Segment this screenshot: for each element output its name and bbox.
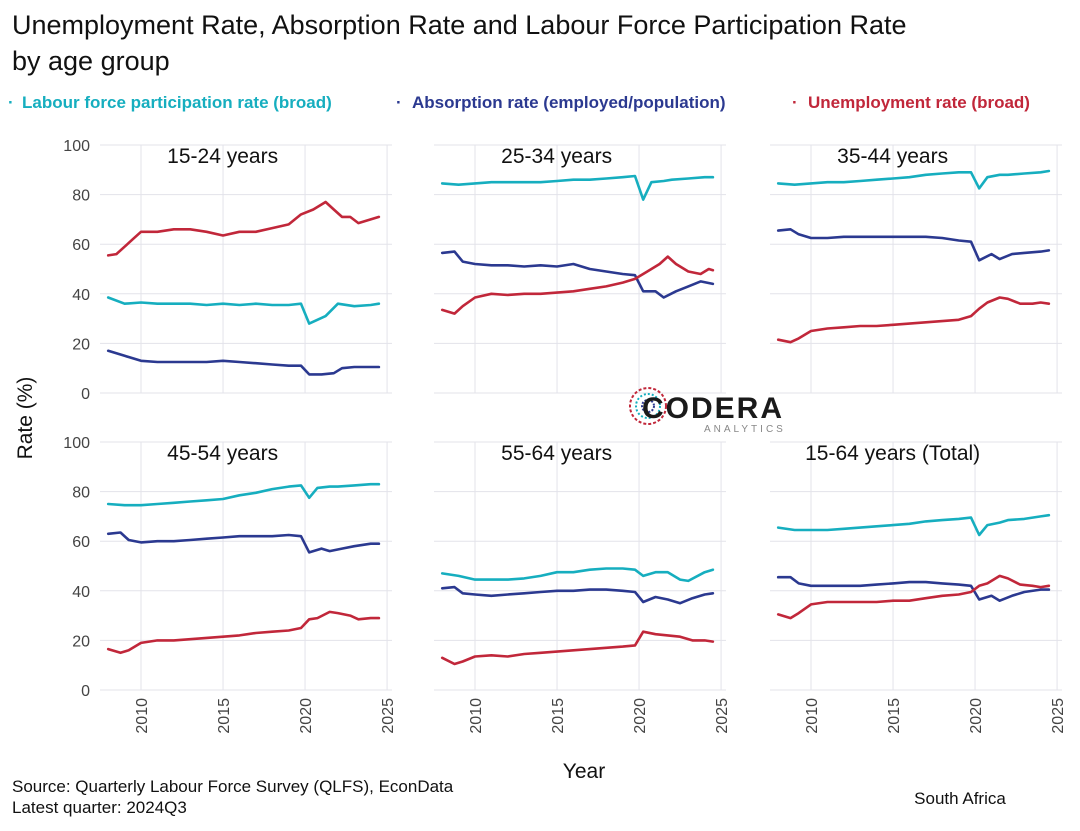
series-line [776,296,1051,344]
y-tick-label: 80 [72,485,90,502]
y-tick-label: 40 [72,584,90,601]
x-tick-label: 2020 [632,698,649,734]
facet-title: 55-64 years [501,442,612,465]
series-line [106,531,381,554]
facet-panel-1: 15-24 years 0 20 40 60 80 100 [63,138,392,403]
series-line [776,513,1051,537]
series-line [440,585,715,605]
series-line [440,630,715,666]
x-tick-label: 2020 [968,698,985,734]
x-tick-label: 2020 [298,698,315,734]
logo-subtext: ANALYTICS [704,424,786,435]
x-tick-label: 2015 [216,698,233,734]
series-line [776,574,1051,620]
facet-title: 45-54 years [167,442,278,465]
series-line [440,250,715,299]
legend-label-unemployment: Unemployment rate (broad) [808,93,1030,112]
chart-title-line2: by age group [12,46,170,76]
facet-panel-3: 35-44 years [770,144,1062,394]
x-tick-label: 2015 [550,698,567,734]
caption-country: South Africa [914,789,1006,808]
series-line [106,200,381,257]
legend-label-lfpr: Labour force participation rate (broad) [22,93,332,112]
facet-panel-4: 45-54 years 0 20 40 60 80 100 2010 2015 2020 2025 [63,435,397,734]
series-line [106,482,381,507]
y-tick-label: 60 [72,237,90,254]
series-line [776,169,1051,190]
series-line [776,575,1051,602]
series-line [106,349,381,376]
legend: · Labour force participation rate (broad… [8,93,1030,112]
y-tick-label: 60 [72,534,90,551]
y-tick-label: 100 [63,435,90,452]
series-line [776,228,1051,262]
y-tick-label: 100 [63,138,90,155]
series-line [440,174,715,201]
x-tick-label: 2025 [714,698,731,734]
x-tick-label: 2010 [804,698,821,734]
facet-title: 15-64 years (Total) [805,442,980,465]
x-tick-label: 2010 [134,698,151,734]
caption-source: Source: Quarterly Labour Force Survey (Q… [12,777,454,796]
y-tick-label: 20 [72,336,90,353]
facet-panels: 15-24 years 0 20 40 60 80 100 25-34 years 35-44 … [63,138,1067,734]
x-axis-title: Year [563,760,605,783]
y-tick-label: 40 [72,287,90,304]
y-tick-label: 0 [81,683,90,700]
legend-dot-absorption: · [396,93,402,112]
codera-logo-icon [629,387,667,425]
y-axis-title: Rate (%) [14,377,37,460]
facet-title: 15-24 years [167,145,278,168]
series-line [106,296,381,325]
x-tick-label: 2025 [1050,698,1067,734]
codera-logo: CODERA ANALYTICS [629,387,786,435]
y-tick-label: 80 [72,188,90,205]
x-tick-label: 2015 [886,698,903,734]
facet-title: 25-34 years [501,145,612,168]
legend-dot-lfpr: · [8,93,14,112]
caption-latest-quarter: Latest quarter: 2024Q3 [12,798,187,817]
chart-title-line1: Unemployment Rate, Absorption Rate and L… [12,10,907,40]
series-line [440,255,715,315]
facet-title: 35-44 years [837,145,948,168]
legend-dot-unemployment: · [792,93,798,112]
x-tick-label: 2025 [380,698,397,734]
series-line [106,610,381,655]
y-tick-label: 20 [72,633,90,650]
x-tick-label: 2010 [468,698,485,734]
facet-panel-6: 15-64 years (Total) 2010 2015 2020 2025 [770,441,1067,734]
series-line [440,567,715,583]
logo-text: CODERA [642,392,784,425]
facet-panel-2: 25-34 years [434,144,726,394]
legend-label-absorption: Absorption rate (employed/population) [412,93,726,112]
y-tick-label: 0 [81,386,90,403]
facet-panel-5: 55-64 years 2010 2015 2020 2025 [434,441,731,734]
